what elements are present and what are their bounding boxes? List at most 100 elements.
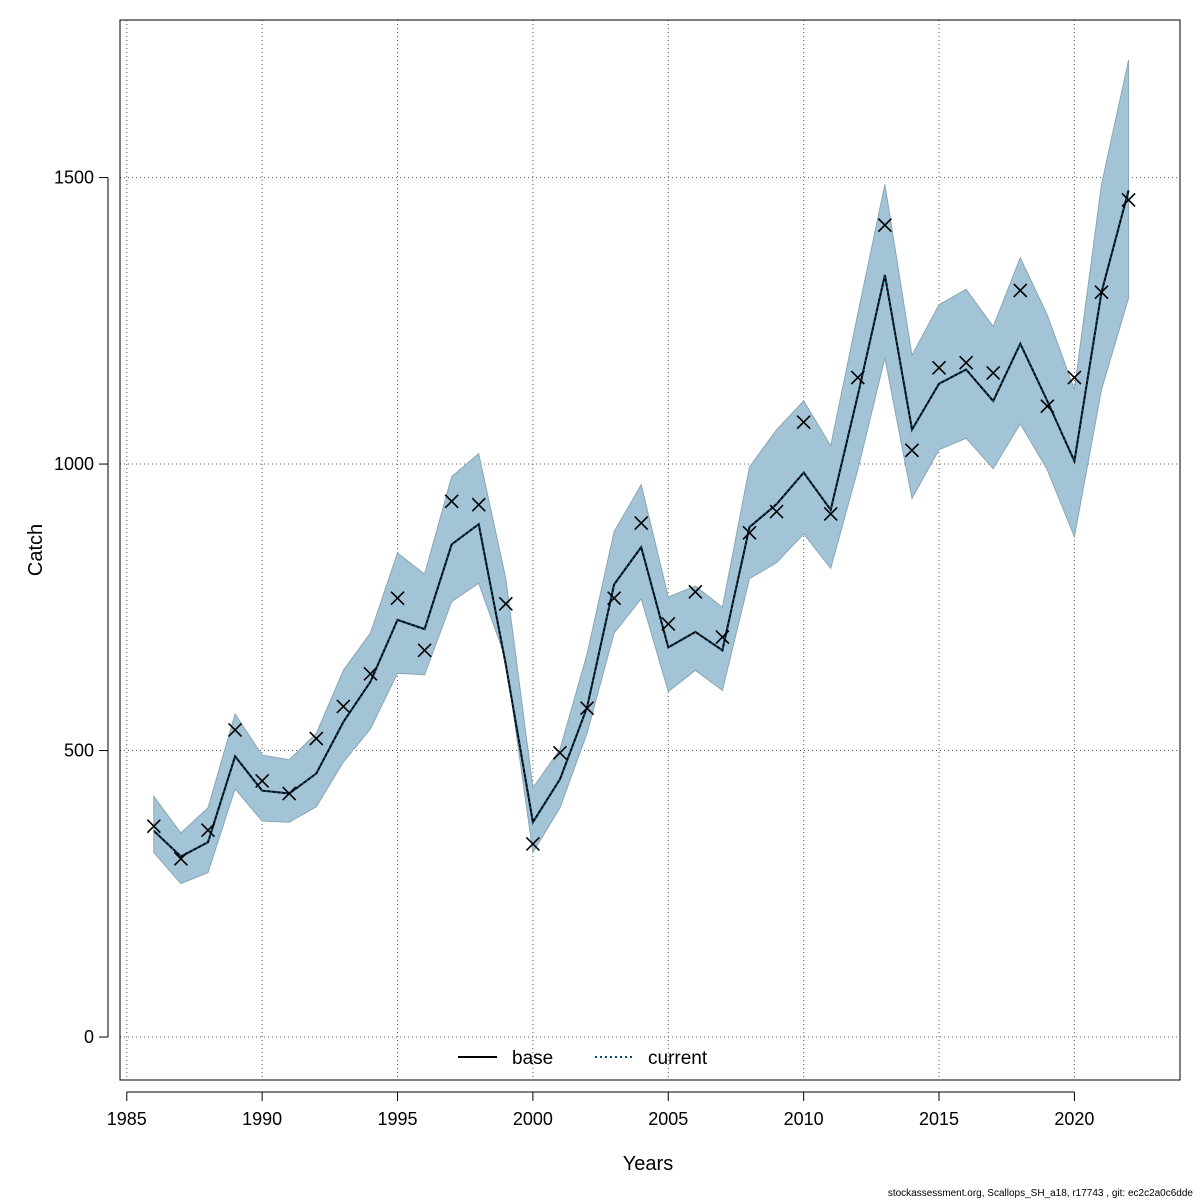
x-tick-label-2015: 2015	[919, 1109, 959, 1129]
observed-point-stroke	[607, 591, 622, 606]
observed-point-2019	[1040, 399, 1055, 414]
observed-point-1993	[336, 699, 351, 714]
observed-point-stroke	[1040, 399, 1055, 414]
x-tick-label-2020: 2020	[1054, 1109, 1094, 1129]
observed-point-1990	[255, 773, 270, 788]
footer-text: stockassessment.org, Scallops_SH_a18, r1…	[888, 1188, 1194, 1199]
legend: base current	[458, 1048, 708, 1069]
observed-point-1991	[282, 786, 297, 801]
observed-point-2007	[715, 630, 730, 645]
observed-point-stroke	[823, 506, 838, 521]
observed-point-2017	[986, 365, 1001, 381]
observed-point-2018	[1013, 283, 1028, 298]
observed-point-stroke	[309, 731, 324, 746]
observed-point-stroke	[688, 584, 703, 599]
observed-point-stroke	[931, 360, 947, 375]
observed-point-stroke	[1094, 285, 1109, 300]
observed-point-2013	[877, 218, 892, 233]
observed-point-2001	[552, 745, 568, 760]
y-axis-title: Catch	[25, 524, 47, 576]
observed-point-2014	[904, 443, 920, 458]
observed-point-1998	[471, 497, 486, 512]
observed-point-stroke	[363, 666, 378, 681]
observed-point-2016	[959, 355, 974, 370]
y-tick-label-1500: 1500	[54, 168, 94, 188]
observed-point-stroke	[769, 504, 784, 519]
observed-point-1997	[444, 494, 459, 509]
observed-point-stroke	[228, 722, 243, 737]
observed-point-stroke	[471, 497, 486, 512]
observed-point-2008	[742, 525, 757, 540]
observed-point-2021	[1094, 285, 1109, 300]
x-tick-label-2005: 2005	[648, 1109, 688, 1129]
observed-point-2012	[850, 370, 865, 385]
observed-point-2000	[525, 836, 540, 852]
x-tick-label-1990: 1990	[242, 1109, 282, 1129]
observed-point-stroke	[255, 773, 270, 788]
observed-point-stroke	[1121, 192, 1136, 207]
confidence-band	[153, 59, 1130, 885]
observed-point-stroke	[1013, 283, 1028, 298]
observed-point-1996	[417, 643, 432, 658]
observed-point-stroke	[525, 836, 540, 852]
observed-point-stroke	[390, 591, 405, 606]
observed-point-2003	[607, 591, 622, 606]
observed-point-stroke	[850, 370, 865, 385]
observed-point-1989	[228, 722, 243, 737]
observed-point-2002	[579, 701, 595, 716]
observed-point-stroke	[173, 851, 188, 866]
plot-frame	[119, 19, 1181, 1081]
x-tick-label-1995: 1995	[377, 1109, 417, 1129]
legend-base-label: base	[512, 1048, 553, 1069]
observed-point-stroke	[579, 701, 595, 716]
observed-point-stroke	[282, 786, 297, 801]
x-tick-label-2000: 2000	[513, 1109, 553, 1129]
y-tick-label-0: 0	[84, 1027, 94, 1047]
observed-point-1987	[173, 851, 188, 866]
observed-point-2010	[796, 415, 811, 430]
observed-point-stroke	[715, 630, 730, 645]
observed-point-1994	[363, 666, 378, 681]
observed-point-stroke	[417, 643, 432, 658]
grid	[120, 20, 1180, 1080]
observed-point-stroke	[959, 355, 974, 370]
y-tick-label-1000: 1000	[54, 454, 94, 474]
observed-point-2006	[688, 584, 703, 599]
observed-point-stroke	[877, 218, 892, 233]
observed-point-stroke	[444, 494, 459, 509]
observed-point-2004	[634, 516, 649, 531]
observed-point-1995	[390, 591, 405, 606]
observed-point-2009	[769, 504, 784, 519]
series-lines	[153, 189, 1130, 858]
observed-point-stroke	[200, 823, 216, 838]
observed-point-stroke	[986, 365, 1001, 381]
y-tick-label-500: 500	[64, 741, 94, 761]
observed-point-2022	[1121, 192, 1136, 207]
x-axis-title: Years	[623, 1153, 673, 1175]
observed-point-2005	[661, 616, 676, 631]
observed-point-2020	[1067, 370, 1082, 385]
observed-point-1992	[309, 731, 324, 746]
observed-point-1999	[498, 596, 513, 611]
observed-point-stroke	[552, 745, 568, 760]
observed-point-stroke	[1067, 370, 1082, 385]
observed-point-stroke	[634, 516, 649, 531]
legend-current-label: current	[648, 1048, 708, 1069]
y-axis: 0 500 1000 1500	[54, 168, 109, 1047]
observed-markers	[146, 192, 1136, 866]
observed-point-stroke	[146, 819, 161, 834]
observed-point-1986	[146, 819, 161, 834]
observed-point-2015	[931, 360, 947, 375]
observed-point-stroke	[742, 525, 757, 540]
x-axis: 1985 1990 1995 2000 2005 2010 2015 2020	[107, 1091, 1094, 1129]
x-tick-label-2010: 2010	[784, 1109, 824, 1129]
observed-point-stroke	[796, 415, 811, 430]
observed-point-stroke	[661, 616, 676, 631]
observed-point-stroke	[336, 699, 351, 714]
observed-point-2011	[823, 506, 838, 521]
observed-point-stroke	[904, 443, 920, 458]
series-line-current	[153, 189, 1130, 858]
observed-point-1988	[200, 823, 216, 838]
observed-point-stroke	[498, 596, 513, 611]
